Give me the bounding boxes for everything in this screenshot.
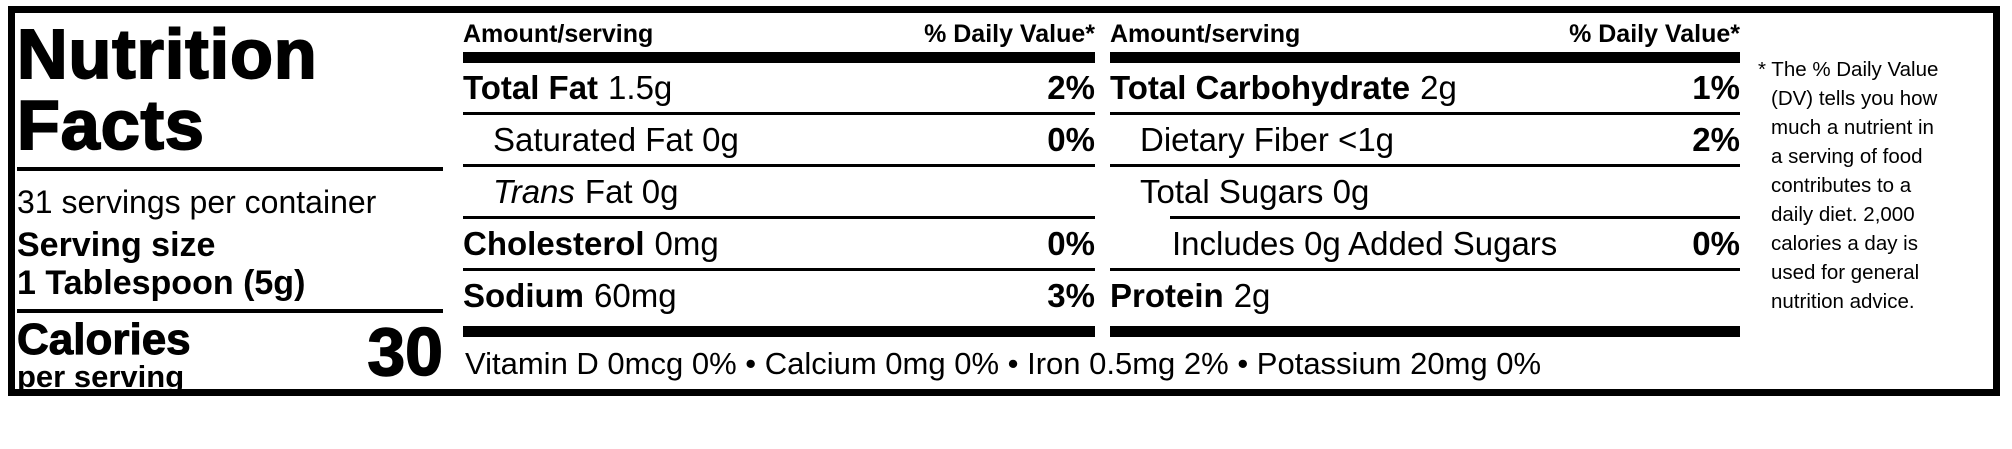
nutrient-name: Sodium [463,276,584,314]
row-total-fat: Total Fat 1.5g 2% [463,63,1095,115]
amount-per-serving-header: Amount/serving [463,20,654,48]
nutrient-name: Protein [1110,276,1224,314]
row-sodium: Sodium 60mg 3% [463,271,1095,323]
nutrient-amount: 60mg [594,276,677,314]
thick-bar [1110,52,1740,63]
daily-value: 2% [1047,68,1095,106]
serving-size-value: 1 Tablespoon (5g) [17,264,306,302]
footnote-line: much a nutrient in [1771,116,1934,139]
nutrient-name: Total Fat [463,68,599,106]
row-saturated-fat: Saturated Fat 0g 0% [463,115,1095,167]
calories-sublabel: per serving [17,359,185,394]
nutrient-amount: 1.5g [608,68,673,106]
thick-bar [463,326,1095,337]
footnote-line: nutrition advice. [1771,290,1915,313]
nutrient-name: Total Carbohydrate [1110,68,1411,106]
thick-bar [1110,326,1740,337]
nutrient-name: Trans [493,172,575,210]
row-cholesterol: Cholesterol 0mg 0% [463,219,1095,271]
daily-value: 2% [1692,120,1740,158]
column-header: Amount/serving % Daily Value* [1110,20,1740,49]
calories-row: Calories per serving 30 [17,314,444,394]
nutrient-amount: 2g [1420,68,1457,106]
row-dietary-fiber: Dietary Fiber <1g 2% [1110,115,1740,167]
divider [17,309,443,313]
nutrient-amount: 0mg [654,224,719,262]
nutrient-column-1: Amount/serving % Daily Value* Total Fat 1… [463,20,1095,337]
label-title: Nutrition Facts [16,15,443,164]
thick-bar [463,52,1095,63]
daily-value: 0% [1692,224,1740,262]
nutrient-name: Saturated Fat 0g [493,120,739,158]
summary-panel: Nutrition Facts 31 servings per containe… [16,15,444,394]
footnote-line: a serving of food [1771,145,1923,168]
calories-labels: Calories per serving [17,315,192,394]
footnote-line: used for general [1771,261,1920,284]
calories-label: Calories [17,315,192,364]
nutrient-name: Dietary Fiber <1g [1140,120,1395,158]
serving-size-label: Serving size [17,226,216,264]
daily-value: 0% [1047,120,1095,158]
nutrient-name: Includes 0g Added Sugars [1172,224,1558,262]
nutrient-name: Total Sugars 0g [1140,172,1370,210]
divider [17,167,443,171]
column-header: Amount/serving % Daily Value* [463,20,1095,49]
daily-value-header: % Daily Value* [1569,20,1740,48]
footnote-line: contributes to a [1771,174,1912,197]
daily-value-footnote: * The % Daily Value (DV) tells you how m… [1758,55,1982,316]
daily-value: 1% [1692,68,1740,106]
calories-value: 30 [367,314,444,390]
label-title-line1: Nutrition [16,15,318,93]
nutrient-amount: Fat 0g [584,172,679,210]
footnote-line: (DV) tells you how [1771,87,1938,110]
footnote-line: calories a day is [1771,232,1918,255]
row-protein: Protein 2g [1110,271,1740,323]
footnote-line: daily diet. 2,000 [1771,203,1915,226]
daily-value: 0% [1047,224,1095,262]
nutrient-name: Cholesterol [463,224,645,262]
nutrition-facts-label: Nutrition Facts 31 servings per containe… [8,6,2000,396]
row-trans-fat: Trans Fat 0g [463,167,1095,219]
nutrient-column-2: Amount/serving % Daily Value* Total Carb… [1110,20,1740,337]
amount-per-serving-header: Amount/serving [1110,20,1301,48]
label-title-line2: Facts [16,86,205,164]
row-total-carbohydrate: Total Carbohydrate 2g 1% [1110,63,1740,115]
footnote-line: * The % Daily Value [1758,58,1939,81]
daily-value: 3% [1047,276,1095,314]
nutrient-amount: 2g [1233,276,1271,314]
micronutrients-line: Vitamin D 0mcg 0% • Calcium 0mg 0% • Iro… [465,346,1542,381]
row-added-sugars: Includes 0g Added Sugars 0% [1110,219,1740,271]
servings-per-container: 31 servings per container [17,184,377,220]
daily-value-header: % Daily Value* [924,20,1095,48]
row-total-sugars: Total Sugars 0g [1110,167,1740,219]
